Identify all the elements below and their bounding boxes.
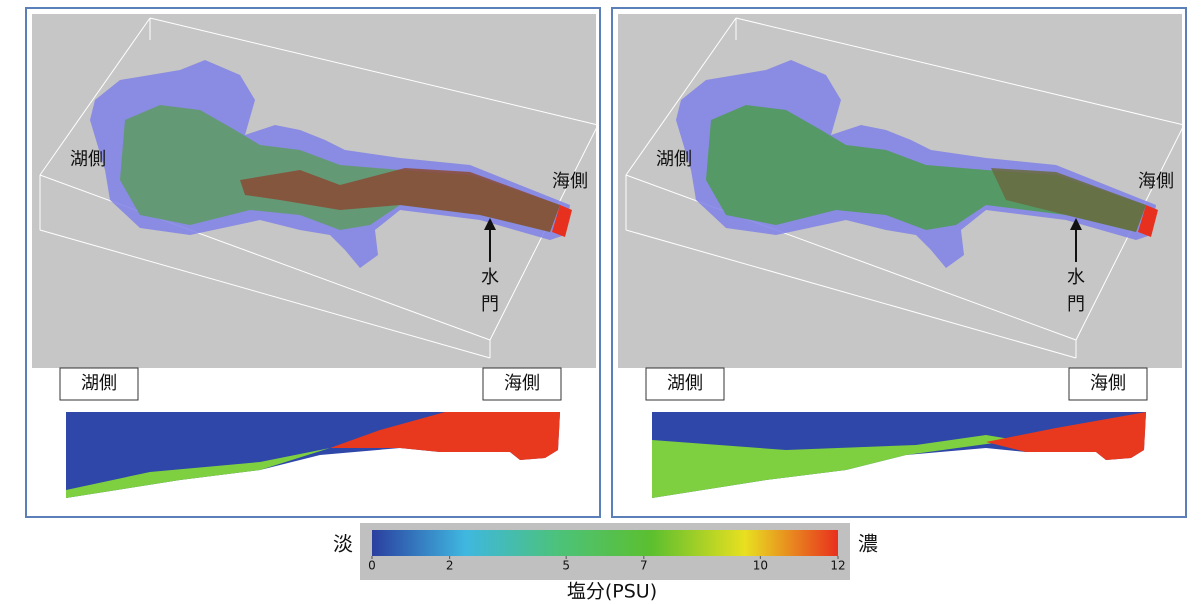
section-label: 海側 [504, 373, 540, 394]
wireframe [149, 17, 599, 126]
saline-core [240, 168, 560, 232]
wireframe [625, 229, 1077, 359]
label-box [482, 367, 562, 401]
gate-label: 門 [481, 294, 499, 315]
fresh-label: 淡 [333, 532, 353, 556]
gate-arrowhead [1070, 218, 1082, 230]
colorbar-tick-label: 2 [446, 559, 454, 573]
colorbar-tick-label: 12 [830, 559, 845, 573]
saline-core [991, 168, 1146, 232]
side-label: 湖側 [70, 149, 106, 170]
gate-label: 水 [1067, 267, 1085, 288]
section-label: 湖側 [667, 373, 703, 394]
panel-frame [611, 7, 1187, 518]
wireframe [39, 17, 151, 176]
gate-label: 門 [1067, 294, 1085, 315]
sea-face [552, 205, 572, 237]
wireframe [735, 17, 1185, 126]
colorbar-tick-label: 7 [640, 559, 648, 573]
colorbar-tick-label: 0 [368, 559, 376, 573]
panel-frame [25, 7, 601, 518]
section-mixed [66, 448, 330, 498]
salty-label: 濃 [858, 532, 878, 556]
gate-arrowhead [484, 218, 496, 230]
colorbar-tick-label: 10 [753, 559, 768, 573]
wireframe [39, 229, 491, 359]
section-label: 湖側 [81, 373, 117, 394]
section-saline [330, 412, 560, 460]
section-label: 海側 [1090, 373, 1126, 394]
colorbar-tick-label: 5 [562, 559, 570, 573]
side-label: 湖側 [656, 149, 692, 170]
label-box [59, 367, 139, 401]
label-box [1068, 367, 1148, 401]
gate-label: 水 [481, 267, 499, 288]
wireframe [625, 17, 737, 176]
side-label: 海側 [552, 171, 588, 192]
side-label: 海側 [1138, 171, 1174, 192]
sea-face [1138, 205, 1158, 237]
section-mixed [652, 435, 1016, 498]
label-box [645, 367, 725, 401]
colorbar-label: 塩分(PSU) [567, 581, 657, 603]
colorbar [372, 530, 838, 556]
section-saline [986, 412, 1146, 460]
